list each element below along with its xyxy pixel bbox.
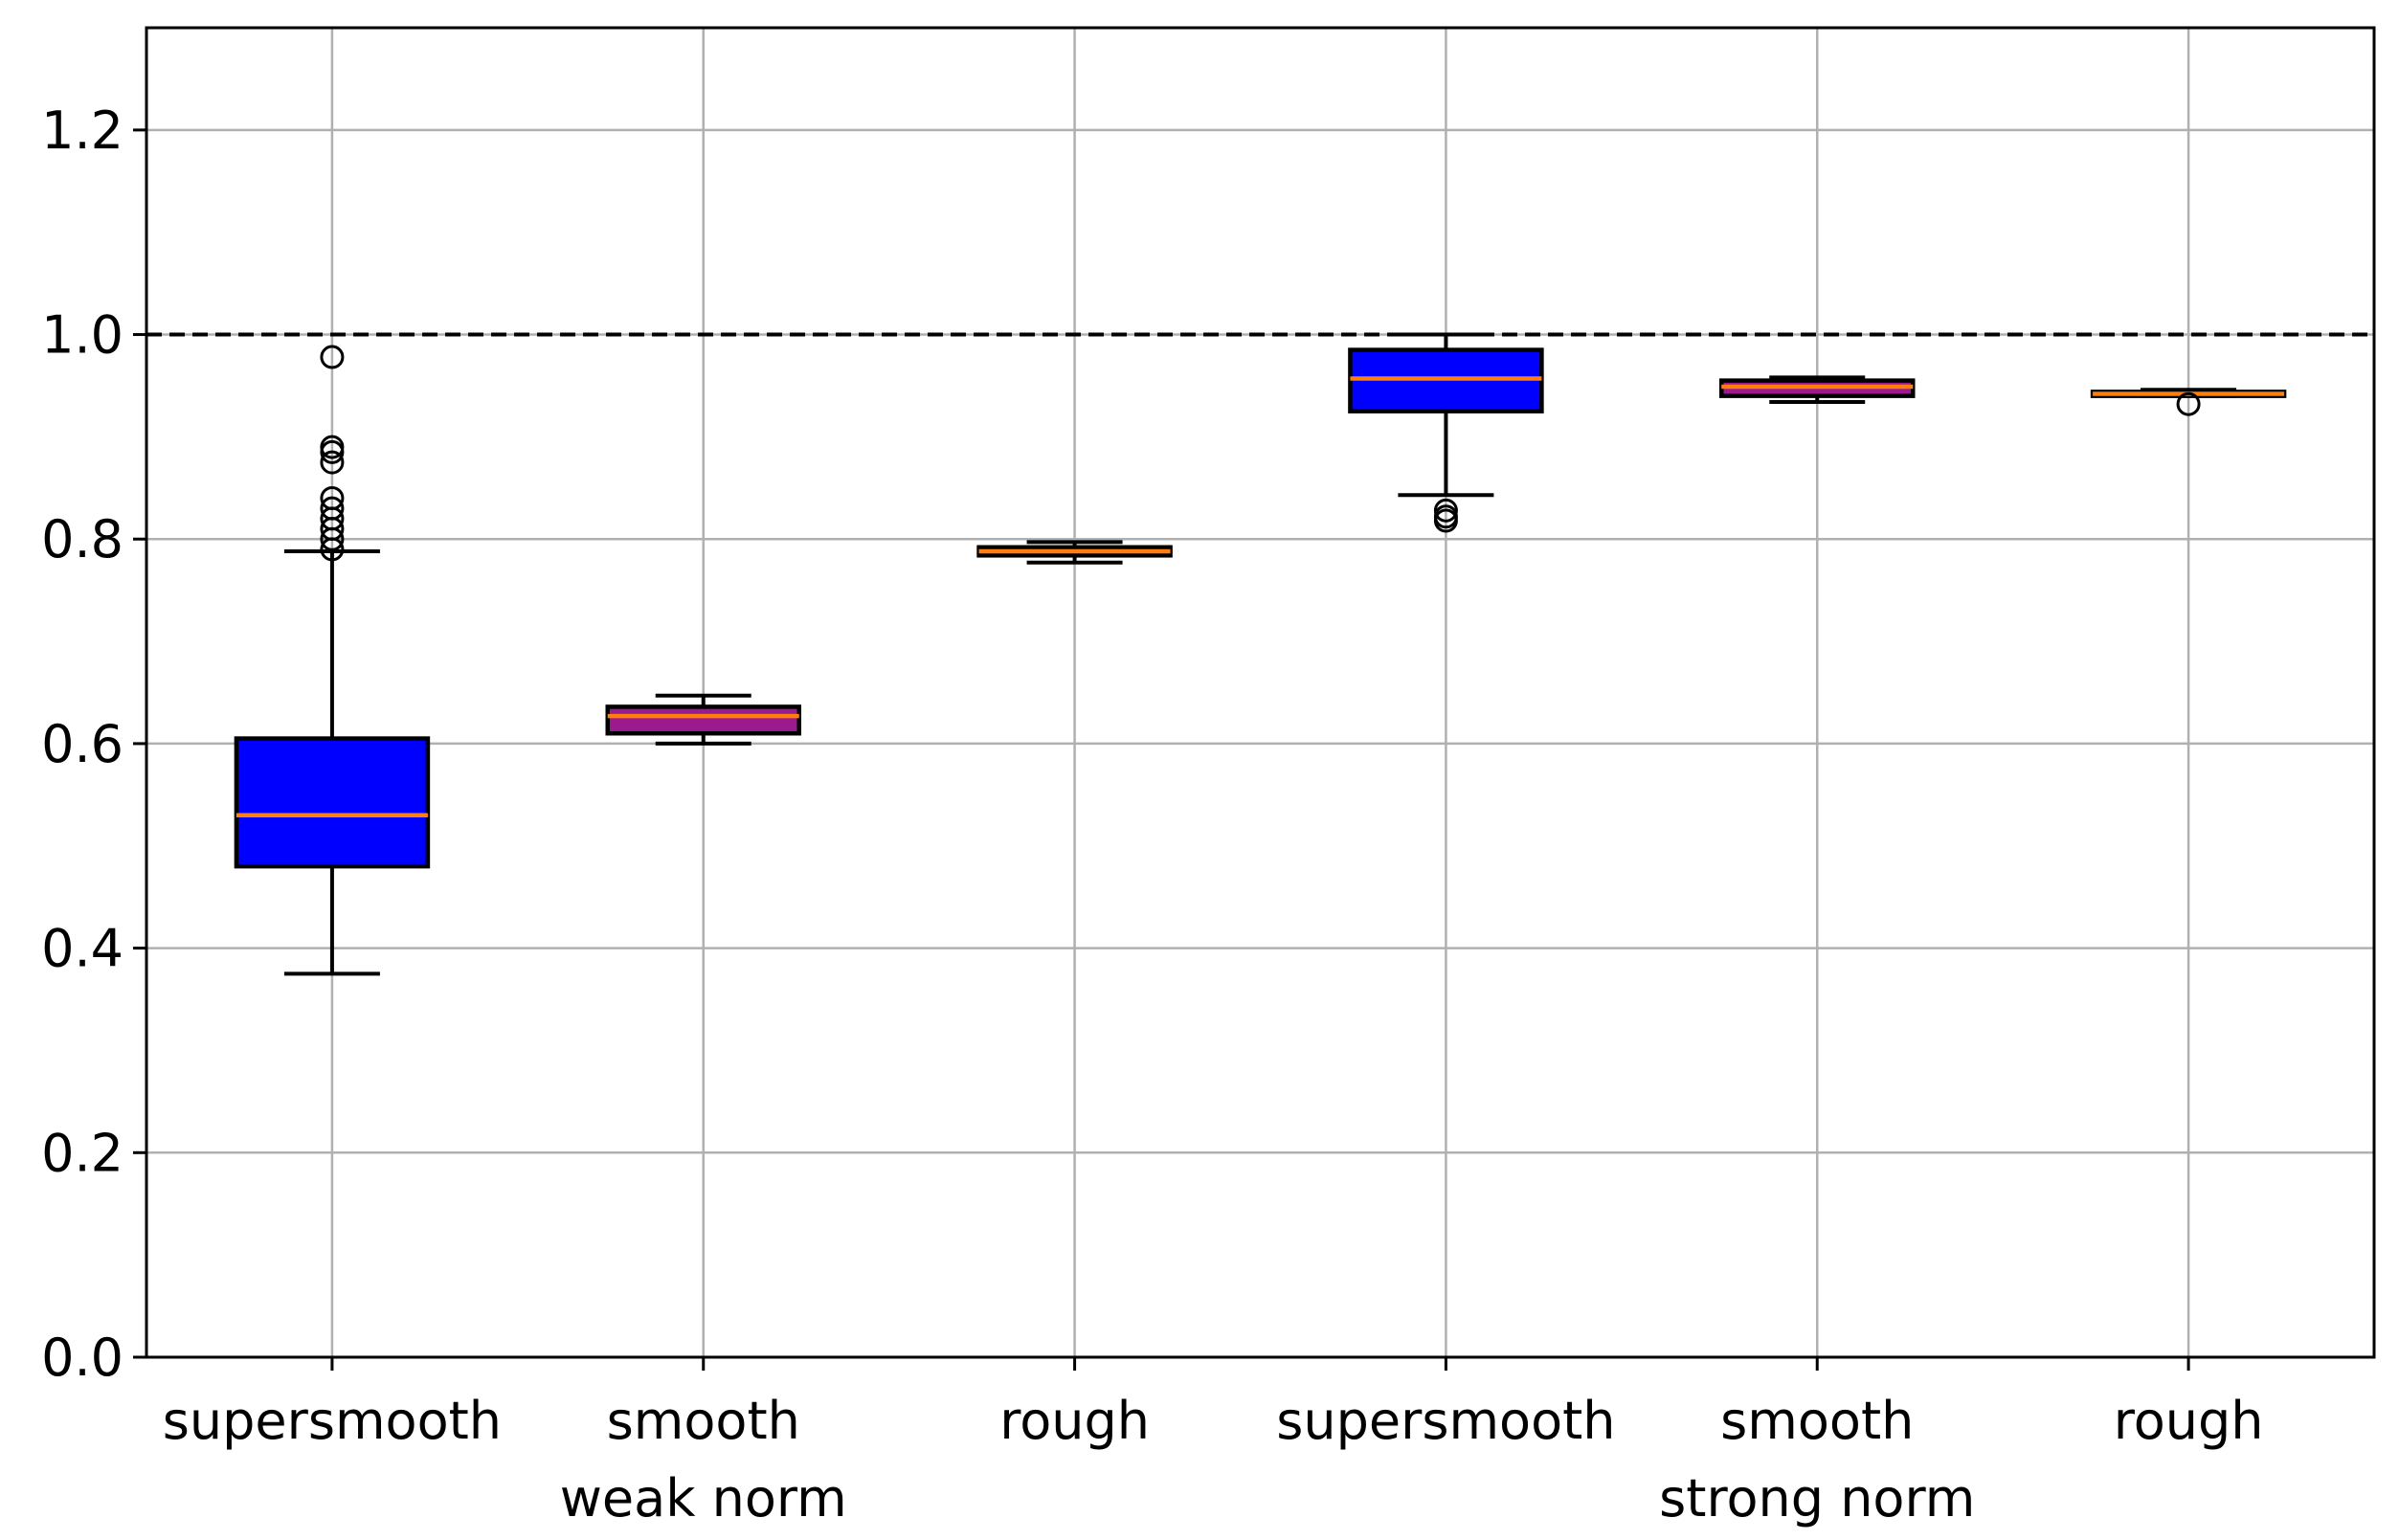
x-tick-label: supersmooth: [163, 1391, 502, 1451]
y-axis: 0.0 0.2 0.4 0.6 0.8 1.0 1.2: [41, 100, 146, 1388]
y-tick-label: 0.2: [41, 1123, 123, 1183]
y-tick-label: 0.8: [41, 509, 123, 569]
outlier-point: [320, 435, 345, 459]
box-group: [605, 693, 801, 746]
y-tick-label: 0.4: [41, 919, 123, 979]
plot-area-frame: [145, 26, 2376, 1359]
box-layer: [234, 332, 2287, 976]
box-iqr: [605, 704, 801, 736]
y-tick-label: 0.0: [41, 1328, 123, 1388]
group-labels: weak norm strong norm: [560, 1468, 1976, 1529]
outlier-point: [320, 496, 345, 521]
outlier-point: [1433, 498, 1458, 523]
box-group: [1719, 375, 1916, 405]
y-tick-label: 1.2: [41, 100, 123, 161]
box-group: [234, 345, 431, 976]
y-tick-label: 1.0: [41, 305, 123, 366]
grid-layer: [146, 28, 2374, 1359]
y-tick-label: 0.6: [41, 714, 123, 774]
x-axis: supersmooth smooth rough supersmooth smooth r…: [163, 1357, 2264, 1451]
outlier-point: [320, 450, 345, 475]
x-tick-label: rough: [999, 1391, 1150, 1451]
box-iqr: [234, 736, 431, 869]
x-tick-label: smooth: [1720, 1391, 1914, 1451]
group-label: strong norm: [1659, 1468, 1975, 1529]
outlier-point: [2176, 391, 2201, 416]
x-tick-label: rough: [2114, 1391, 2264, 1451]
box-group: [1348, 332, 1544, 533]
outlier-point: [320, 485, 345, 510]
x-tick-label: supersmooth: [1276, 1391, 1615, 1451]
x-tick-label: smooth: [607, 1391, 800, 1451]
box-group: [976, 540, 1173, 565]
outlier-point: [1433, 504, 1458, 529]
group-label: weak norm: [560, 1468, 847, 1529]
outlier-point: [320, 345, 345, 369]
box-group: [2090, 388, 2287, 416]
